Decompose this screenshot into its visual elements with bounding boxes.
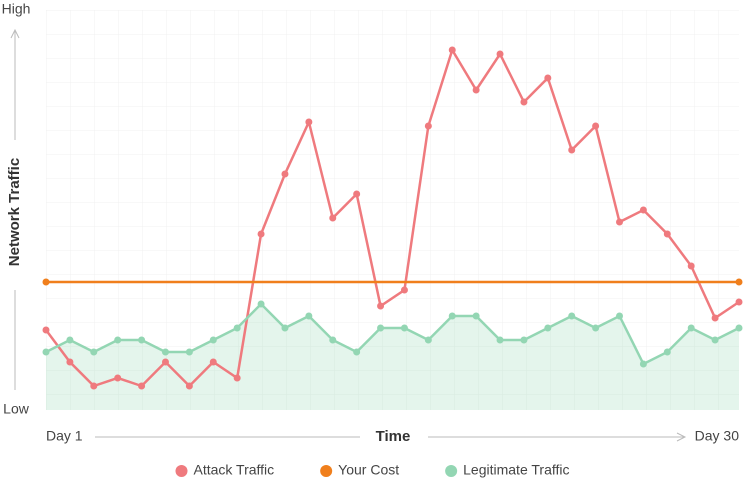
legend-label: Legitimate Traffic — [463, 462, 569, 478]
plot-background — [46, 10, 739, 410]
point — [138, 336, 146, 344]
point — [496, 50, 504, 58]
point — [424, 122, 432, 130]
line — [45, 302, 740, 366]
point — [66, 336, 74, 344]
point — [233, 374, 241, 382]
point — [138, 382, 146, 390]
point — [353, 190, 361, 198]
point — [209, 336, 217, 344]
point — [616, 218, 624, 226]
point — [400, 324, 408, 332]
point — [735, 278, 743, 286]
point — [687, 262, 695, 270]
point — [735, 298, 743, 306]
y-axis-title: Network Traffic — [6, 158, 23, 266]
point — [42, 348, 50, 356]
legend-label: Your Cost — [338, 462, 399, 478]
line — [44, 46, 740, 388]
point — [161, 348, 169, 356]
point — [424, 336, 432, 344]
point — [114, 374, 122, 382]
point — [329, 214, 337, 222]
point — [520, 98, 528, 106]
x-tick-label: Day 30 — [695, 428, 740, 444]
point — [66, 358, 74, 366]
legend-marker — [445, 465, 458, 477]
point — [281, 170, 289, 178]
x-axis-title: Time — [376, 428, 411, 445]
point — [639, 360, 647, 368]
point — [90, 382, 98, 390]
point — [735, 324, 743, 332]
point — [711, 336, 719, 344]
point — [472, 86, 480, 94]
point — [114, 336, 122, 344]
legend-marker — [320, 465, 333, 477]
x-tick-label: Day 1 — [46, 428, 83, 444]
point — [663, 230, 671, 238]
point — [663, 348, 671, 356]
legend-label: Attack Traffic — [194, 462, 275, 478]
point — [592, 324, 600, 332]
point — [305, 312, 313, 320]
point — [377, 302, 385, 310]
point — [305, 118, 313, 126]
point — [711, 314, 719, 322]
point — [544, 324, 552, 332]
point — [448, 46, 456, 54]
point — [377, 324, 385, 332]
point — [448, 312, 456, 320]
point — [544, 74, 552, 82]
point — [42, 278, 50, 286]
point — [400, 286, 408, 294]
point — [257, 300, 265, 308]
legend: Attack Traffic Your Cost Legitimate Traffi… — [175, 462, 570, 478]
point — [42, 326, 50, 334]
point — [185, 348, 193, 356]
point — [90, 348, 98, 356]
point — [161, 358, 169, 366]
point — [616, 312, 624, 320]
legend-marker — [175, 465, 188, 477]
point — [281, 324, 289, 332]
y-axis-arrow — [10, 28, 20, 390]
point — [520, 336, 528, 344]
point — [185, 382, 193, 390]
point — [233, 324, 241, 332]
y-tick-label: High — [2, 1, 31, 17]
y-tick-label: Low — [3, 401, 30, 417]
point — [592, 122, 600, 130]
point — [496, 336, 504, 344]
point — [472, 312, 480, 320]
point — [687, 324, 695, 332]
plot: Low High Day 1 Day 30 — [2, 1, 743, 444]
point — [639, 206, 647, 214]
area — [46, 304, 739, 410]
point — [257, 230, 265, 238]
point — [353, 348, 361, 356]
point — [329, 336, 337, 344]
point — [209, 358, 217, 366]
point — [568, 146, 576, 154]
point — [568, 312, 576, 320]
x-axis-arrow — [95, 432, 687, 442]
